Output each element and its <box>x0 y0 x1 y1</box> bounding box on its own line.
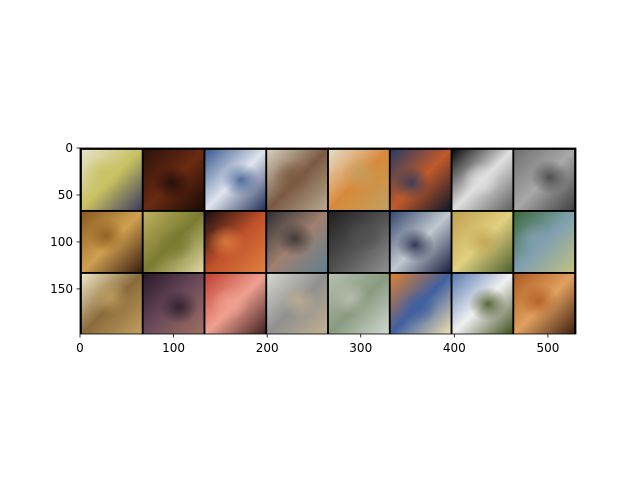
grid-tile-3 <box>205 149 266 210</box>
x-tick-label: 400 <box>443 341 466 355</box>
grid-tile-22 <box>390 273 451 334</box>
x-tick-label: 500 <box>536 341 559 355</box>
grid-tile-16 <box>514 211 575 272</box>
plot-area <box>79 147 577 335</box>
grid-tile-1 <box>81 149 142 210</box>
grid-tile-2 <box>143 149 204 210</box>
grid-tile-8 <box>514 149 575 210</box>
grid-tile-21 <box>328 273 389 334</box>
axes-frame <box>79 147 577 335</box>
x-tick-label: 200 <box>256 341 279 355</box>
grid-tile-7 <box>452 149 513 210</box>
grid-tile-12 <box>267 211 328 272</box>
grid-tile-23 <box>452 273 513 334</box>
x-axis-ticks: 0 100 200 300 400 500 <box>76 334 559 355</box>
y-tick-label: 0 <box>65 141 73 155</box>
y-tick-label: 100 <box>50 235 73 249</box>
grid-tile-18 <box>143 273 204 334</box>
grid-tile-19 <box>205 273 266 334</box>
grid-tile-6 <box>390 149 451 210</box>
grid-tile-9 <box>81 211 142 272</box>
grid-tile-17 <box>81 273 142 334</box>
y-axis-ticks: 0 50 100 150 <box>50 141 80 296</box>
x-tick-label: 0 <box>76 341 84 355</box>
grid-tile-24 <box>514 273 575 334</box>
grid-tile-15 <box>452 211 513 272</box>
grid-tile-13 <box>328 211 389 272</box>
grid-tile-4 <box>267 149 328 210</box>
grid-tile-11 <box>205 211 266 272</box>
grid-tile-5 <box>328 149 389 210</box>
x-tick-label: 100 <box>162 341 185 355</box>
grid-tile-20 <box>267 273 328 334</box>
grid-tile-14 <box>390 211 451 272</box>
x-tick-label: 300 <box>349 341 372 355</box>
y-tick-label: 50 <box>58 188 73 202</box>
grid-tile-10 <box>143 211 204 272</box>
y-tick-label: 150 <box>50 282 73 296</box>
